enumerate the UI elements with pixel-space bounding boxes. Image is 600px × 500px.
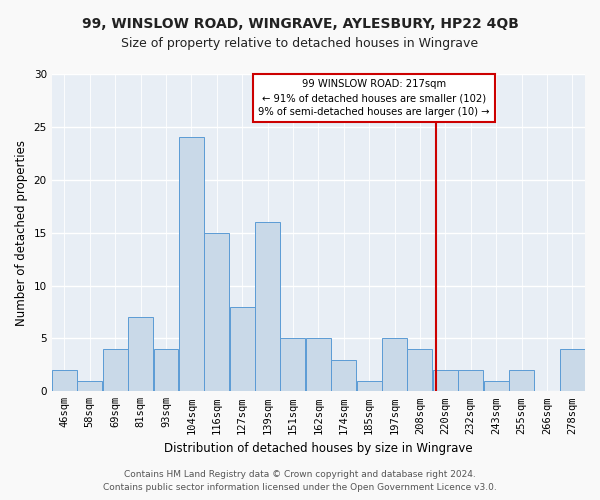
Text: 99, WINSLOW ROAD, WINGRAVE, AYLESBURY, HP22 4QB: 99, WINSLOW ROAD, WINGRAVE, AYLESBURY, H…: [82, 18, 518, 32]
Bar: [509, 370, 534, 392]
Bar: [433, 370, 458, 392]
Bar: [52, 370, 77, 392]
Bar: [255, 222, 280, 392]
Bar: [205, 232, 229, 392]
Bar: [382, 338, 407, 392]
Bar: [280, 338, 305, 392]
Bar: [306, 338, 331, 392]
Bar: [179, 138, 204, 392]
Bar: [154, 349, 178, 392]
X-axis label: Distribution of detached houses by size in Wingrave: Distribution of detached houses by size …: [164, 442, 473, 455]
Bar: [407, 349, 433, 392]
Bar: [356, 380, 382, 392]
Text: Size of property relative to detached houses in Wingrave: Size of property relative to detached ho…: [121, 38, 479, 51]
Bar: [128, 318, 153, 392]
Bar: [77, 380, 102, 392]
Bar: [230, 306, 254, 392]
Bar: [331, 360, 356, 392]
Bar: [560, 349, 585, 392]
Bar: [103, 349, 128, 392]
Text: 99 WINSLOW ROAD: 217sqm
← 91% of detached houses are smaller (102)
9% of semi-de: 99 WINSLOW ROAD: 217sqm ← 91% of detache…: [259, 80, 490, 118]
Y-axis label: Number of detached properties: Number of detached properties: [15, 140, 28, 326]
Bar: [484, 380, 509, 392]
Text: Contains HM Land Registry data © Crown copyright and database right 2024.
Contai: Contains HM Land Registry data © Crown c…: [103, 470, 497, 492]
Bar: [458, 370, 483, 392]
